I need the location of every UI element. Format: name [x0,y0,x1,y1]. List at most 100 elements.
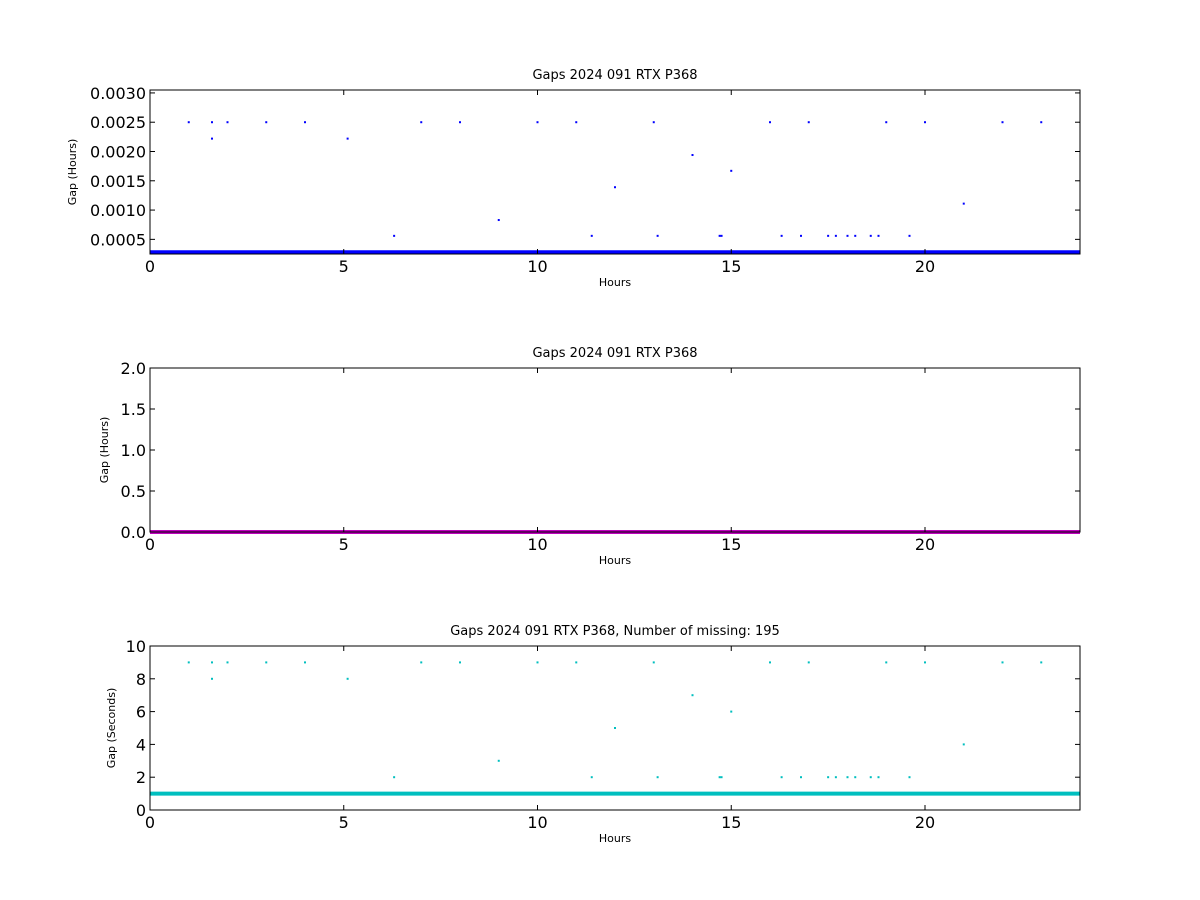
chart-1-data-point [656,234,659,237]
chart-3-data-point [265,661,268,664]
chart-1-data-point [827,234,830,237]
chart-1-data-point [885,121,888,124]
chart-3: 0 5 10 15 20 0 2 4 6 8 10 Gaps 2024 091 RTX P368, N… [105,624,1081,845]
chart-1-x-tick-label: 15 [721,257,741,276]
chart-3-y-axis-label: Gap (Seconds) [105,688,118,769]
chart-1-data-point [536,121,539,124]
chart-3-data-point [720,776,723,779]
chart-3-data-point [211,661,213,664]
chart-1-title: Gaps 2024 091 RTX P368 [532,68,697,83]
chart-3-data-point [834,776,837,779]
chart-1-data-point [834,234,837,237]
chart-3-data-point [962,743,965,746]
chart-3-y-tick-label: 2 [136,768,146,787]
chart-1-data-point [265,121,268,124]
chart-3-data-point [691,694,694,697]
chart-2-y-tick-label: 0.5 [121,482,146,501]
chart-2-x-tick-label: 0 [145,535,155,554]
chart-1-data-point [304,121,306,124]
chart-3-data-point [807,661,810,664]
chart-3-data-point [393,776,396,779]
chart-1-y-tick-label: 0.0030 [90,84,146,103]
chart-3-x-tick-label: 20 [915,813,935,832]
chart-2-y-axis-label: Gap (Hours) [98,417,111,484]
chart-2-y-tick-label: 1.0 [121,441,146,460]
chart-3-data-point [346,677,349,680]
chart-2-y-tick-label: 2.0 [121,359,146,378]
chart-3-x-tick-label: 10 [527,813,547,832]
chart-1-data-point [497,219,500,222]
chart-3-data-point [885,661,888,664]
chart-1-data-point [614,186,616,189]
chart-3-data-point [575,661,578,664]
chart-3-data-point [459,661,461,664]
chart-3-data-point [1040,661,1043,664]
chart-3-title: Gaps 2024 091 RTX P368, Number of missin… [450,624,780,639]
chart-3-plot-frame [149,645,1081,811]
chart-1-data-point [346,137,349,140]
chart-2-x-tick-label: 15 [721,535,741,554]
chart-1-data-point [691,154,694,157]
chart-2-y-tick-label: 0.0 [121,523,146,542]
chart-1-data-point [590,234,593,237]
chart-3-y-tick-label: 6 [136,703,146,722]
chart-3-data-point [869,776,872,779]
chart-3-y-tick-label: 8 [136,670,146,689]
chart-1-data-point [720,234,723,237]
chart-1-x-tick-label: 20 [915,257,935,276]
chart-1-data-point [846,234,849,237]
chart-1-data-point [854,234,857,237]
chart-2-y-tick-label: 1.5 [121,400,146,419]
chart-1-data-point [187,121,190,124]
chart-3-x-tick-label: 5 [339,813,349,832]
chart-1-x-tick-label: 5 [339,257,349,276]
chart-1: 0 5 10 15 20 0.0005 0.0010 0.0015 0.0020 0.0025 0.… [66,68,1081,289]
chart-3-y-tick-label: 10 [126,637,146,656]
chart-1-data-point [459,121,461,124]
chart-1-data-point [420,121,423,124]
chart-1-y-tick-label: 0.0010 [90,201,146,220]
chart-3-data-point [769,661,771,664]
chart-3-data-point [187,661,190,664]
chart-1-data-point [769,121,771,124]
chart-1-data-point [652,121,655,124]
chart-3-data-point [730,710,733,713]
chart-2-title: Gaps 2024 091 RTX P368 [532,346,697,361]
chart-3-data-point [908,776,911,779]
chart-1-y-tick-label: 0.0020 [90,143,146,162]
chart-3-data-point [420,661,423,664]
chart-1-data-point [908,234,911,237]
chart-3-data-point [211,677,213,680]
chart-1-data-point [877,234,880,237]
chart-2-x-tick-label: 10 [527,535,547,554]
chart-3-data-point [854,776,857,779]
chart-3-data-point [536,661,539,664]
chart-1-y-tick-label: 0.0015 [90,172,146,191]
chart-3-data-point [780,776,783,779]
chart-3-data-point [614,727,616,729]
chart-1-y-tick-label: 0.0005 [90,230,146,249]
chart-1-data-point [393,234,396,237]
chart-1-x-tick-label: 10 [527,257,547,276]
chart-1-y-axis-label: Gap (Hours) [66,139,79,206]
chart-1-plot-frame [149,89,1081,255]
chart-3-data-point [800,776,802,779]
chart-1-data-point [718,234,721,237]
chart-3-data-point [877,776,880,779]
chart-3-data-point [924,661,926,664]
chart-3-y-tick-label: 0 [136,801,146,820]
chart-3-data-point [718,776,721,779]
chart-1-x-tick-label: 0 [145,257,155,276]
chart-1-data-point [800,234,802,237]
chart-3-data-point [652,661,655,664]
chart-3-x-tick-label: 15 [721,813,741,832]
chart-2: 0 5 10 15 20 0.0 0.5 1.0 1.5 2.0 Gaps 2024 091 RTX… [98,346,1081,567]
chart-3-data-point [304,661,306,664]
chart-1-data-point [1001,121,1004,124]
chart-1-y-tick-label: 0.0025 [90,113,146,132]
chart-2-x-tick-label: 20 [915,535,935,554]
chart-1-data-point [211,137,213,140]
chart-3-data-point [656,776,659,779]
